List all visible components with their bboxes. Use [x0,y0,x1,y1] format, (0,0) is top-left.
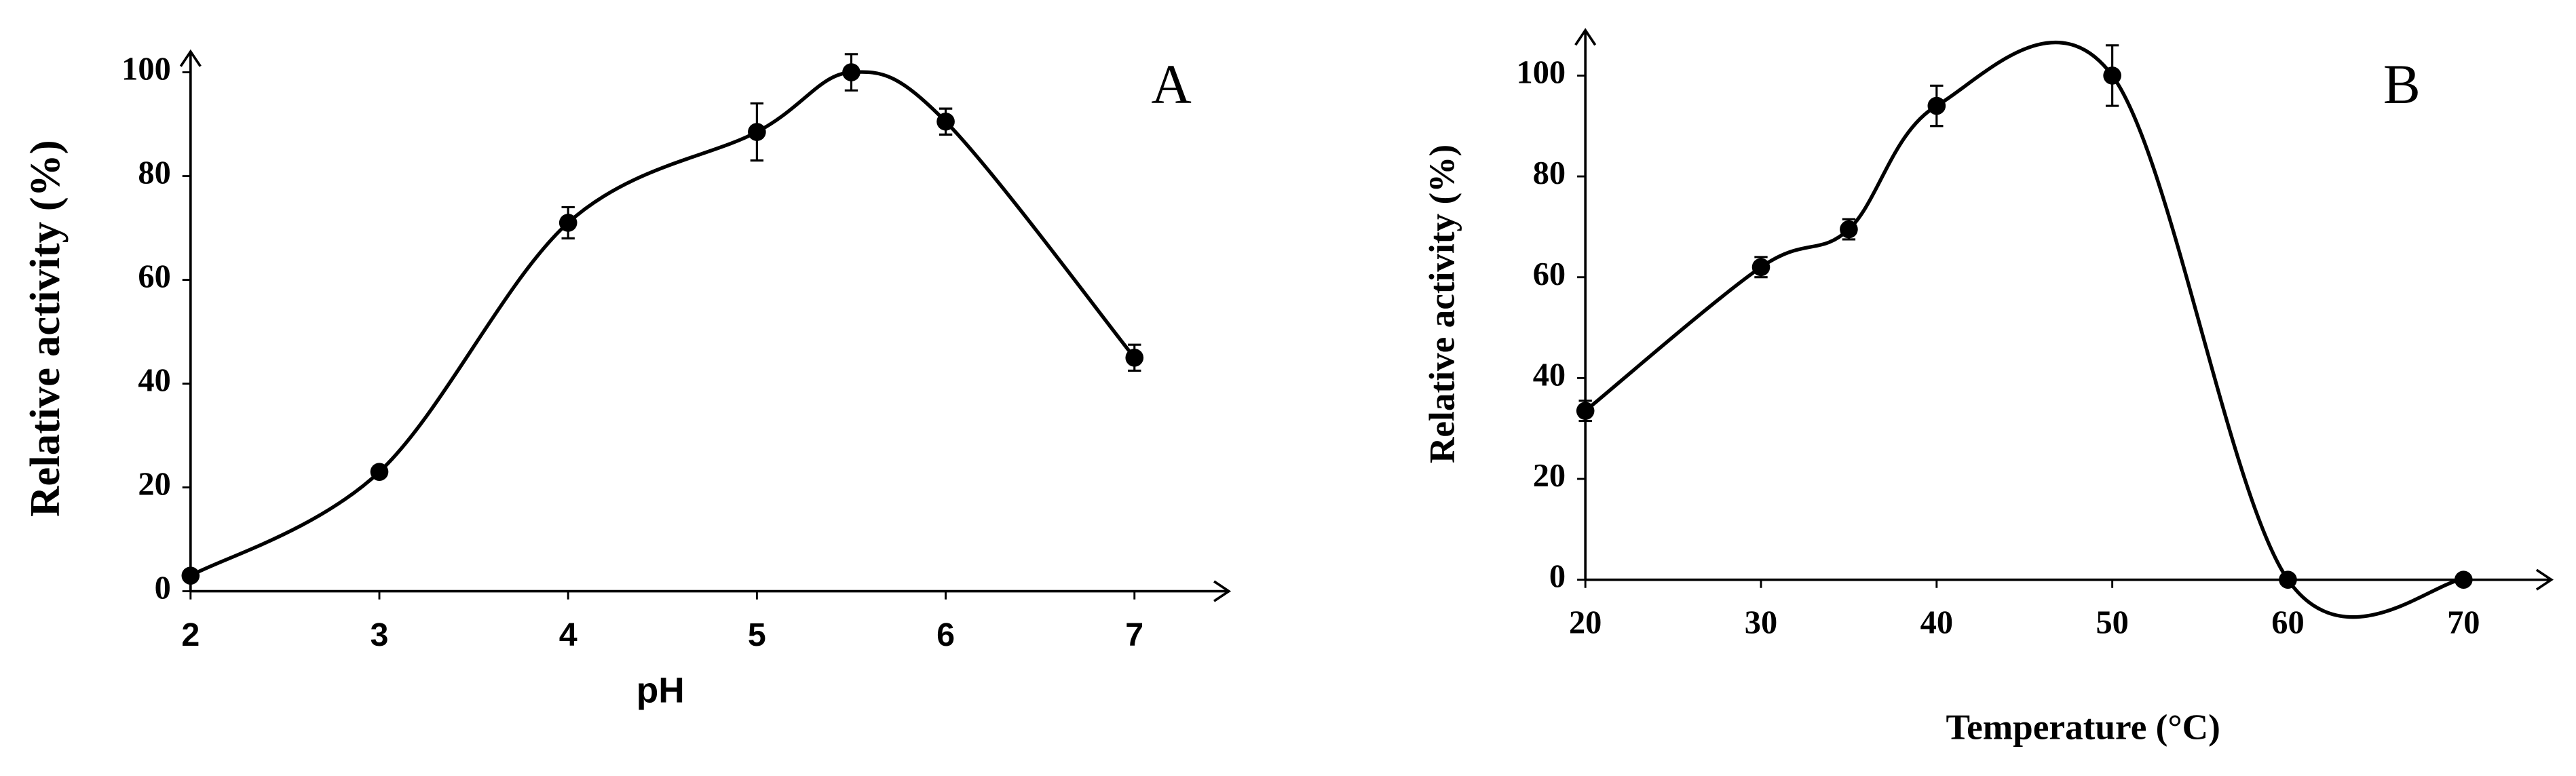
x-tick-label: 50 [2096,605,2128,641]
y-tick-label: 80 [1533,155,1566,191]
y-tick-label: 20 [1533,458,1566,494]
x-tick-label: 6 [936,617,955,653]
panel-label: A [1151,54,1191,115]
y-tick-label: 100 [1517,55,1566,91]
data-point [2279,570,2297,589]
x-tick-label: 7 [1125,617,1143,653]
data-point [370,463,389,481]
data-point [748,123,766,141]
x-tick-label: 70 [2447,605,2480,641]
data-point [1840,220,1858,239]
axis-line [1585,568,2554,591]
x-tick-label: 20 [1569,605,1602,641]
data-point [2103,66,2121,85]
y-tick-label: 100 [121,52,171,88]
y-tick-label: 0 [1549,559,1566,595]
panel-label: B [2383,54,2421,115]
data-point [1927,96,1946,115]
x-tick-label: 30 [1745,605,1777,641]
data-point [1576,402,1595,420]
y-tick-label: 60 [138,259,170,295]
y-tick-label: 0 [155,570,171,606]
y-tick-label: 60 [1533,256,1566,292]
data-point [2454,570,2473,589]
y-axis-label: Relative activity (%) [1422,144,1462,463]
axis-line [179,49,202,591]
data-point [1751,258,1770,277]
y-tick-label: 40 [138,363,170,399]
x-tick-label: 2 [181,617,200,653]
data-point [936,112,955,131]
y-tick-label: 40 [1533,357,1566,393]
y-tick-label: 20 [138,467,170,503]
data-point [558,214,577,232]
data-point [181,566,200,585]
data-point [842,63,860,81]
axis-line [190,580,1232,602]
data-line [1584,40,2464,619]
x-axis-label: Temperature (°C) [1946,707,2220,748]
x-tick-label: 60 [2271,605,2304,641]
axis-line [1574,28,1597,580]
data-point [1125,349,1144,367]
x-tick-label: 5 [748,617,766,653]
data-line [189,70,1136,577]
x-tick-label: 4 [559,617,577,653]
x-tick-label: 3 [371,617,389,653]
y-tick-label: 80 [138,155,170,191]
x-axis-label: pH [637,671,685,711]
y-axis-label: Relative activity (%) [21,140,69,517]
x-tick-label: 40 [1920,605,1953,641]
